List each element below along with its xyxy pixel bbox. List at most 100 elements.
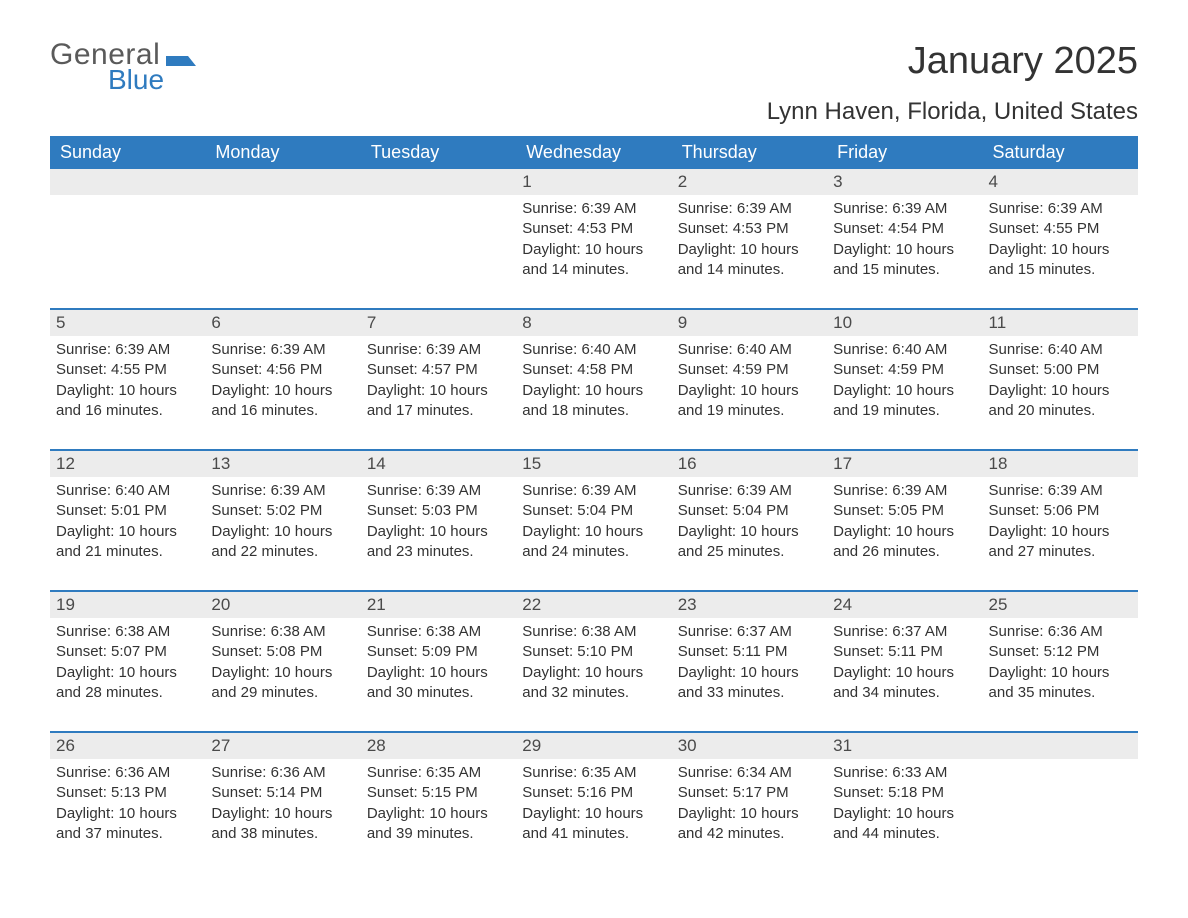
calendar-week: 26Sunrise: 6:36 AMSunset: 5:13 PMDayligh… bbox=[50, 732, 1138, 872]
sunset-line: Sunset: 5:07 PM bbox=[56, 642, 199, 662]
daylight-line: Daylight: 10 hours and 14 minutes. bbox=[678, 240, 821, 281]
sunset-line: Sunset: 5:04 PM bbox=[522, 501, 665, 521]
day-number: 29 bbox=[516, 733, 671, 759]
day-number: 27 bbox=[205, 733, 360, 759]
daylight-line: Daylight: 10 hours and 27 minutes. bbox=[989, 522, 1132, 563]
sunset-line: Sunset: 4:53 PM bbox=[522, 219, 665, 239]
page-subtitle: Lynn Haven, Florida, United States bbox=[50, 98, 1138, 126]
daylight-line: Daylight: 10 hours and 24 minutes. bbox=[522, 522, 665, 563]
day-number: 9 bbox=[672, 310, 827, 336]
sunrise-line: Sunrise: 6:38 AM bbox=[522, 622, 665, 642]
daylight-line: Daylight: 10 hours and 16 minutes. bbox=[56, 381, 199, 422]
flag-icon bbox=[166, 56, 200, 85]
daylight-line: Daylight: 10 hours and 26 minutes. bbox=[833, 522, 976, 563]
calendar-table: SundayMondayTuesdayWednesdayThursdayFrid… bbox=[50, 136, 1138, 872]
sunset-line: Sunset: 5:14 PM bbox=[211, 783, 354, 803]
calendar-cell: 29Sunrise: 6:35 AMSunset: 5:16 PMDayligh… bbox=[516, 732, 671, 872]
sunrise-line: Sunrise: 6:40 AM bbox=[833, 340, 976, 360]
sunrise-line: Sunrise: 6:36 AM bbox=[56, 763, 199, 783]
sunrise-line: Sunrise: 6:39 AM bbox=[833, 481, 976, 501]
day-number: 3 bbox=[827, 169, 982, 195]
day-number: 12 bbox=[50, 451, 205, 477]
day-number bbox=[983, 733, 1138, 759]
day-number: 20 bbox=[205, 592, 360, 618]
day-number: 4 bbox=[983, 169, 1138, 195]
daylight-line: Daylight: 10 hours and 15 minutes. bbox=[989, 240, 1132, 281]
calendar-cell: 7Sunrise: 6:39 AMSunset: 4:57 PMDaylight… bbox=[361, 309, 516, 450]
daylight-line: Daylight: 10 hours and 25 minutes. bbox=[678, 522, 821, 563]
calendar-cell bbox=[205, 169, 360, 309]
calendar-cell: 5Sunrise: 6:39 AMSunset: 4:55 PMDaylight… bbox=[50, 309, 205, 450]
sunset-line: Sunset: 4:59 PM bbox=[678, 360, 821, 380]
sunset-line: Sunset: 5:08 PM bbox=[211, 642, 354, 662]
calendar-cell: 27 Sunrise: 6:36 AMSunset: 5:14 PMDayligh… bbox=[205, 732, 360, 872]
daylight-line: Daylight: 10 hours and 14 minutes. bbox=[522, 240, 665, 281]
sunset-line: Sunset: 5:03 PM bbox=[367, 501, 510, 521]
sunset-line: Sunset: 5:16 PM bbox=[522, 783, 665, 803]
calendar-week: 1Sunrise: 6:39 AMSunset: 4:53 PMDaylight… bbox=[50, 169, 1138, 309]
sunset-line: Sunset: 5:06 PM bbox=[989, 501, 1132, 521]
calendar-week: 5Sunrise: 6:39 AMSunset: 4:55 PMDaylight… bbox=[50, 309, 1138, 450]
sunset-line: Sunset: 5:12 PM bbox=[989, 642, 1132, 662]
day-number: 18 bbox=[983, 451, 1138, 477]
sunrise-line: Sunrise: 6:36 AM bbox=[211, 763, 354, 783]
daylight-line: Daylight: 10 hours and 15 minutes. bbox=[833, 240, 976, 281]
brand-blue: Blue bbox=[108, 66, 164, 94]
sunrise-line: Sunrise: 6:39 AM bbox=[211, 481, 354, 501]
sunrise-line: Sunrise: 6:39 AM bbox=[678, 481, 821, 501]
page-title: January 2025 bbox=[908, 40, 1138, 83]
sunrise-line: Sunrise: 6:39 AM bbox=[211, 340, 354, 360]
calendar-cell: 1Sunrise: 6:39 AMSunset: 4:53 PMDaylight… bbox=[516, 169, 671, 309]
daylight-line: Daylight: 10 hours and 18 minutes. bbox=[522, 381, 665, 422]
calendar-cell: 3 Sunrise: 6:39 AMSunset: 4:54 PMDaylight… bbox=[827, 169, 982, 309]
sunrise-line: Sunrise: 6:33 AM bbox=[833, 763, 976, 783]
sunset-line: Sunset: 5:10 PM bbox=[522, 642, 665, 662]
sunrise-line: Sunrise: 6:38 AM bbox=[367, 622, 510, 642]
daylight-line: Daylight: 10 hours and 32 minutes. bbox=[522, 663, 665, 704]
sunrise-line: Sunrise: 6:39 AM bbox=[522, 199, 665, 219]
day-number: 31 bbox=[827, 733, 982, 759]
daylight-line: Daylight: 10 hours and 38 minutes. bbox=[211, 804, 354, 845]
daylight-line: Daylight: 10 hours and 29 minutes. bbox=[211, 663, 354, 704]
daylight-line: Daylight: 10 hours and 19 minutes. bbox=[833, 381, 976, 422]
daylight-line: Daylight: 10 hours and 44 minutes. bbox=[833, 804, 976, 845]
day-number: 28 bbox=[361, 733, 516, 759]
sunset-line: Sunset: 4:59 PM bbox=[833, 360, 976, 380]
sunset-line: Sunset: 4:54 PM bbox=[833, 219, 976, 239]
sunset-line: Sunset: 5:02 PM bbox=[211, 501, 354, 521]
calendar-cell: 13Sunrise: 6:39 AMSunset: 5:02 PMDayligh… bbox=[205, 450, 360, 591]
brand-logo: General Blue bbox=[50, 40, 200, 94]
calendar-cell: 15Sunrise: 6:39 AMSunset: 5:04 PMDayligh… bbox=[516, 450, 671, 591]
calendar-cell: 31Sunrise: 6:33 AMSunset: 5:18 PMDayligh… bbox=[827, 732, 982, 872]
calendar-week: 19Sunrise: 6:38 AMSunset: 5:07 PMDayligh… bbox=[50, 591, 1138, 732]
day-number bbox=[361, 169, 516, 195]
day-header: Monday bbox=[205, 136, 360, 169]
day-number: 11 bbox=[983, 310, 1138, 336]
day-header: Wednesday bbox=[516, 136, 671, 169]
calendar-cell bbox=[50, 169, 205, 309]
sunrise-line: Sunrise: 6:35 AM bbox=[522, 763, 665, 783]
sunrise-line: Sunrise: 6:40 AM bbox=[56, 481, 199, 501]
sunrise-line: Sunrise: 6:40 AM bbox=[678, 340, 821, 360]
sunrise-line: Sunrise: 6:35 AM bbox=[367, 763, 510, 783]
day-number: 2 bbox=[672, 169, 827, 195]
calendar-cell: 26Sunrise: 6:36 AMSunset: 5:13 PMDayligh… bbox=[50, 732, 205, 872]
calendar-cell bbox=[361, 169, 516, 309]
calendar-cell: 20Sunrise: 6:38 AMSunset: 5:08 PMDayligh… bbox=[205, 591, 360, 732]
day-number: 16 bbox=[672, 451, 827, 477]
day-number: 7 bbox=[361, 310, 516, 336]
daylight-line: Daylight: 10 hours and 16 minutes. bbox=[211, 381, 354, 422]
daylight-line: Daylight: 10 hours and 21 minutes. bbox=[56, 522, 199, 563]
sunrise-line: Sunrise: 6:39 AM bbox=[989, 481, 1132, 501]
day-number: 25 bbox=[983, 592, 1138, 618]
sunset-line: Sunset: 5:11 PM bbox=[678, 642, 821, 662]
day-number: 10 bbox=[827, 310, 982, 336]
sunset-line: Sunset: 5:17 PM bbox=[678, 783, 821, 803]
sunset-line: Sunset: 4:55 PM bbox=[989, 219, 1132, 239]
day-number: 8 bbox=[516, 310, 671, 336]
sunrise-line: Sunrise: 6:39 AM bbox=[833, 199, 976, 219]
sunset-line: Sunset: 5:15 PM bbox=[367, 783, 510, 803]
calendar-cell: 4Sunrise: 6:39 AMSunset: 4:55 PMDaylight… bbox=[983, 169, 1138, 309]
sunset-line: Sunset: 4:55 PM bbox=[56, 360, 199, 380]
calendar-cell: 21Sunrise: 6:38 AMSunset: 5:09 PMDayligh… bbox=[361, 591, 516, 732]
